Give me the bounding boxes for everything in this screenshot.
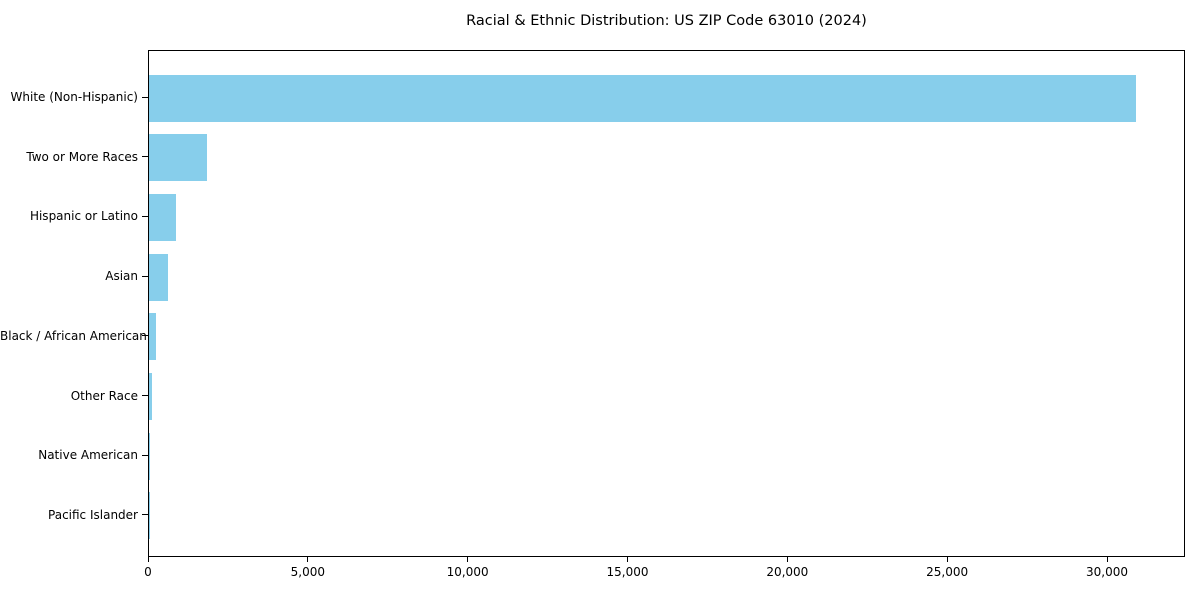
y-tick-label: White (Non-Hispanic) (10, 90, 138, 104)
y-tick-label: Asian (105, 269, 138, 284)
y-tick-mark (142, 96, 148, 98)
y-tick-mark (142, 156, 148, 158)
y-tick-mark (142, 514, 148, 516)
x-tick-mark (147, 557, 149, 562)
x-tick-label: 10,000 (446, 565, 489, 579)
y-tick-mark (142, 395, 148, 396)
x-tick-mark (467, 557, 469, 562)
y-tick-label: Pacific Islander (48, 507, 138, 522)
x-tick-mark (627, 557, 628, 562)
x-tick-mark (307, 557, 309, 562)
bar (149, 373, 152, 420)
x-tick-label: 5,000 (290, 565, 325, 579)
x-tick-label: 25,000 (926, 565, 969, 579)
bar (149, 432, 150, 480)
y-tick-label: Hispanic or Latino (29, 209, 138, 224)
bar (149, 253, 169, 301)
y-tick-mark (142, 215, 148, 217)
bar (149, 193, 176, 241)
y-tick-mark (142, 454, 148, 456)
y-tick-label: Two or More Races (26, 149, 138, 164)
y-tick-label: Native American (38, 448, 138, 463)
plot-area (148, 50, 1185, 557)
y-tick-mark (142, 275, 148, 277)
x-tick-mark (786, 557, 788, 562)
y-tick-mark (142, 335, 148, 337)
x-tick-label: 20,000 (766, 565, 809, 579)
chart-title: Racial & Ethnic Distribution: US ZIP Cod… (466, 13, 867, 29)
y-tick-label: Other Race (70, 388, 138, 403)
x-tick-label: 30,000 (1086, 565, 1128, 579)
bar (149, 313, 157, 361)
x-tick-label: 15,000 (606, 565, 649, 579)
x-tick-mark (946, 557, 948, 562)
x-tick-mark (1106, 557, 1108, 562)
bar (149, 74, 1136, 122)
x-tick-label: 0 (144, 565, 152, 579)
bar (149, 134, 208, 182)
y-tick-label: Black / African American (0, 328, 147, 343)
